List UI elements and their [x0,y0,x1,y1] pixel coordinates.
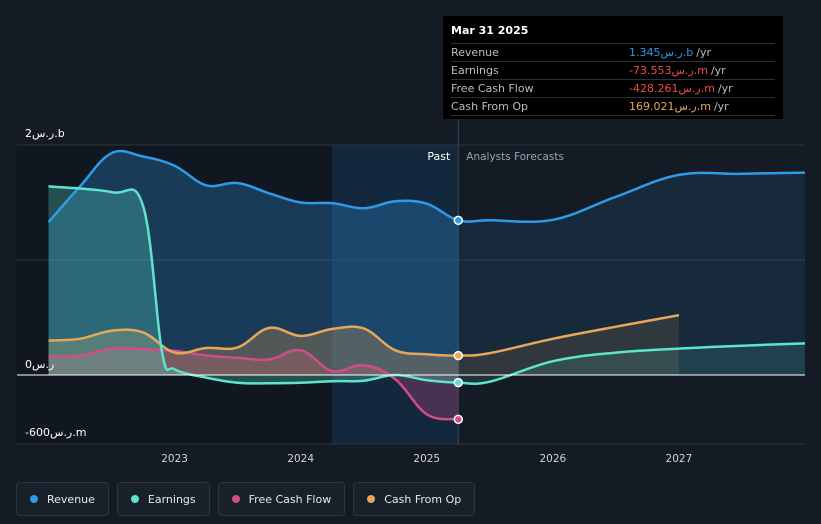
legend-label: Revenue [47,492,95,506]
tooltip-row-earnings: Earnings -73.553ر.س.m/yr [451,61,775,79]
legend-item-cash-from-op[interactable]: Cash From Op [353,482,476,516]
tooltip-value: -428.261ر.س.m/yr [629,80,733,97]
x-tick-label: 2025 [413,453,440,465]
tooltip-number: 169.021ر.س.m [629,100,711,113]
revenue-area-past [48,151,459,375]
tooltip-number: 1.345ر.س.b [629,46,694,59]
legend-dot-icon [231,495,240,503]
tooltip-date: Mar 31 2025 [451,24,529,37]
legend-dot-icon [130,495,139,503]
legend-item-earnings[interactable]: Earnings [116,482,210,516]
earnings-area-past [48,186,459,384]
past-region-highlight [332,145,459,444]
tooltip-unit: /yr [696,46,711,59]
free-cash-flow-line [48,346,459,421]
x-tick-label: 2026 [539,453,566,465]
x-tick-label: 2027 [666,453,693,465]
tooltip-value: -73.553ر.س.m/yr [629,62,726,79]
x-tick-label: 2024 [287,453,314,465]
legend: Revenue Earnings Free Cash Flow Cash From O… [16,482,476,516]
earnings-marker [453,377,464,388]
tooltip-row-cash-from-op: Cash From Op 169.021ر.س.m/yr [451,97,775,116]
tooltip-unit: /yr [717,82,733,95]
legend-item-revenue[interactable]: Revenue [16,482,109,516]
y-axis-label: 2ر.س.b [25,127,65,140]
tooltip-value: 1.345ر.س.b/yr [629,44,711,61]
earnings-line [48,185,806,386]
legend-label: Earnings [147,492,196,506]
cash-from-op-area-past [48,326,459,375]
tooltip-label: Revenue [451,46,499,59]
tooltip-number: -428.261ر.س.m [629,82,715,95]
revenue-line [47,149,806,224]
tooltip-row-free-cash-flow: Free Cash Flow -428.261ر.س.m/yr [451,79,775,97]
tooltip-label: Cash From Op [451,100,529,113]
revenue-marker [453,215,464,226]
cash-from-op-area-forecast [458,315,679,375]
legend-item-free-cash-flow[interactable]: Free Cash Flow [217,482,346,516]
y-axis-label: -600ر.س.m [25,426,86,439]
free-cash-flow-marker [453,414,464,425]
tooltip-row-revenue: Revenue 1.345ر.س.b/yr [451,43,775,61]
legend-dot-icon [30,495,38,503]
y-axis-label: 0ر.س [25,358,54,371]
tooltip-label: Free Cash Flow [451,82,534,95]
tooltip: Mar 31 2025 Revenue 1.345ر.س.b/yr Earnings… [443,16,783,119]
tooltip-unit: /yr [713,100,729,113]
cash-from-op-marker [453,350,464,361]
past-label: Past [427,150,451,163]
cash-from-op-line [48,313,680,357]
past-region-dark [17,145,333,444]
tooltip-unit: /yr [710,64,726,77]
tooltip-number: -73.553ر.س.m [629,64,708,77]
forecast-label: Analysts Forecasts [466,151,564,163]
x-tick-label: 2023 [161,453,188,465]
tooltip-value: 169.021ر.س.m/yr [629,98,729,115]
legend-label: Cash From Op [384,492,462,506]
earnings-area-forecast [458,343,805,384]
revenue-area-forecast [458,172,805,375]
tooltip-label: Earnings [451,64,499,77]
legend-dot-icon [367,495,376,503]
legend-label: Free Cash Flow [248,492,332,506]
